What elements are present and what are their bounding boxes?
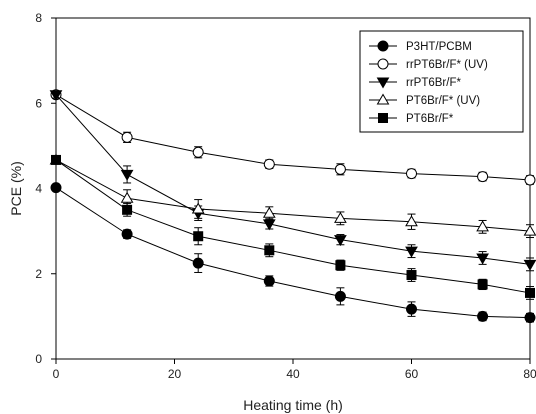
legend-label: PT6Br/F* (UV) bbox=[406, 95, 480, 107]
data-point bbox=[335, 260, 346, 271]
data-point bbox=[476, 220, 489, 232]
y-tick-label: 4 bbox=[35, 182, 42, 196]
legend-label: rrPT6Br/F* bbox=[406, 77, 461, 89]
data-point bbox=[405, 246, 418, 258]
data-point bbox=[477, 171, 489, 183]
legend-item: rrPT6Br/F* bbox=[369, 77, 461, 89]
axis-ticks: 0 20 40 60 80 0 2 4 6 8 bbox=[35, 11, 536, 381]
data-point bbox=[477, 279, 488, 290]
legend-item: P3HT/PCBM bbox=[369, 40, 472, 53]
series-line bbox=[55, 159, 531, 294]
legend-label: rrPT6Br/F* (UV) bbox=[406, 59, 488, 71]
series-3 bbox=[49, 153, 536, 239]
data-point bbox=[193, 231, 204, 242]
x-tick-label: 40 bbox=[286, 367, 300, 381]
series-0 bbox=[50, 182, 536, 324]
y-axis-title: PCE (%) bbox=[8, 161, 24, 215]
data-point bbox=[192, 146, 204, 158]
legend-marker bbox=[376, 77, 390, 89]
data-point bbox=[191, 202, 205, 214]
series-line bbox=[55, 94, 531, 181]
x-tick-label: 0 bbox=[53, 367, 60, 381]
data-point bbox=[523, 224, 536, 236]
y-tick-label: 2 bbox=[35, 267, 42, 281]
x-tick-label: 80 bbox=[523, 367, 536, 381]
data-point bbox=[121, 228, 133, 240]
data-point bbox=[525, 287, 535, 298]
data-point bbox=[120, 169, 134, 181]
data-point bbox=[524, 312, 536, 324]
data-point bbox=[192, 257, 204, 269]
data-point bbox=[263, 158, 275, 170]
data-point bbox=[406, 303, 417, 315]
x-tick-label: 60 bbox=[405, 367, 419, 381]
legend-marker bbox=[377, 40, 389, 52]
data-point bbox=[334, 163, 346, 175]
data-point bbox=[264, 245, 275, 256]
data-point bbox=[477, 310, 489, 322]
legend-item: PT6Br/F* bbox=[369, 113, 454, 125]
data-point bbox=[334, 211, 347, 223]
legend-item: PT6Br/F* (UV) bbox=[369, 93, 480, 107]
data-point bbox=[524, 174, 536, 186]
data-point bbox=[50, 182, 62, 194]
legend-marker bbox=[377, 58, 389, 70]
data-point bbox=[122, 204, 133, 215]
data-point bbox=[523, 259, 536, 271]
data-point bbox=[406, 270, 417, 281]
legend: P3HT/PCBM rrPT6Br/F* (UV) rrPT6Br/F* PT6Br/… bbox=[359, 30, 524, 133]
data-point bbox=[49, 90, 63, 102]
data-point bbox=[121, 131, 133, 143]
series-4 bbox=[51, 154, 535, 300]
x-tick-label: 20 bbox=[168, 367, 182, 381]
legend-marker bbox=[378, 113, 388, 123]
series-layer bbox=[49, 89, 536, 324]
data-point bbox=[263, 275, 275, 287]
data-point bbox=[120, 191, 134, 203]
series-line bbox=[55, 159, 531, 232]
y-tick-label: 0 bbox=[35, 352, 42, 366]
y-tick-label: 6 bbox=[35, 96, 42, 110]
data-point bbox=[334, 235, 347, 247]
series-line bbox=[55, 187, 531, 319]
series-line bbox=[55, 94, 531, 265]
legend-marker bbox=[376, 93, 390, 105]
data-point bbox=[334, 290, 346, 302]
legend-label: PT6Br/F* bbox=[406, 113, 454, 125]
data-point bbox=[51, 154, 61, 165]
data-point bbox=[262, 206, 276, 218]
data-point bbox=[476, 253, 489, 265]
y-tick-label: 8 bbox=[35, 11, 42, 25]
data-point bbox=[406, 168, 417, 180]
legend-item: rrPT6Br/F* (UV) bbox=[369, 58, 488, 71]
data-point bbox=[405, 215, 418, 227]
x-axis-title: Heating time (h) bbox=[243, 397, 343, 413]
legend-label: P3HT/PCBM bbox=[406, 41, 472, 53]
